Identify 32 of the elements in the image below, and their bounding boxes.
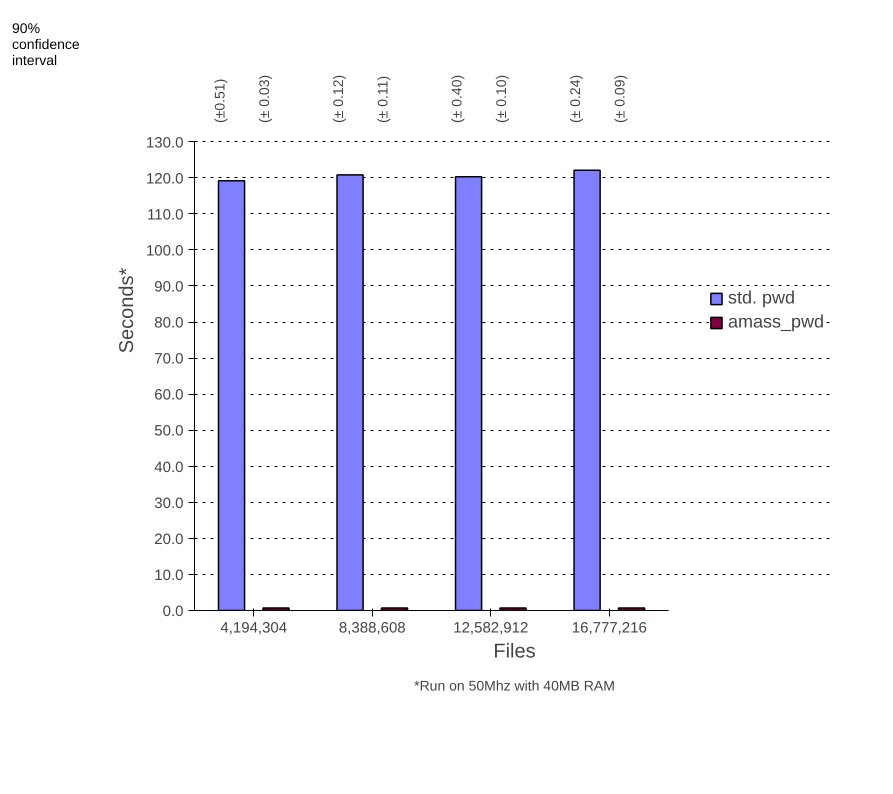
legend-label: std. pwd <box>728 288 795 308</box>
text: *Run on 50Mhz with 40MB RAM <box>414 678 615 694</box>
y-tick-label: 0.0 <box>162 603 184 620</box>
y-tick-label: 40.0 <box>154 458 184 476</box>
y-tick-label: 110.0 <box>147 206 184 224</box>
y-axis-title: Seconds* <box>116 267 138 354</box>
y-tick-label: 100.0 <box>146 242 184 260</box>
y-tick-label: 10.0 <box>154 566 184 584</box>
x-axis-title: Files <box>493 640 536 662</box>
text: (± 0.10) <box>493 74 510 123</box>
x-tick-label: 16,777,216 <box>572 620 647 636</box>
y-tick-label: 50.0 <box>154 422 184 440</box>
text: (± 0.03) <box>256 74 272 123</box>
y-tick-label: 80.0 <box>154 314 184 332</box>
x-tick-label: 8,388,608 <box>338 620 406 636</box>
y-tick-label: 90.0 <box>154 278 184 296</box>
y-tick-label: 60.0 <box>154 386 184 404</box>
x-tick-label: 4,194,304 <box>220 620 288 636</box>
text: (± 0.09) <box>612 74 628 123</box>
text: (± 0.12) <box>330 74 346 123</box>
text: 90% confidence interval <box>12 20 80 68</box>
x-tick-label: 12,582,912 <box>453 620 528 636</box>
y-tick-label: 20.0 <box>154 530 184 548</box>
text: (± 0.24) <box>567 74 584 123</box>
y-tick-label: 70.0 <box>154 350 184 368</box>
y-tick-label: 120.0 <box>146 170 184 188</box>
legend-label: amass_pwd <box>728 312 824 332</box>
y-tick-label: 30.0 <box>154 494 184 512</box>
text: (± 0.11) <box>374 76 391 123</box>
text: (± 0.40) <box>448 74 465 123</box>
text: (±0.51) <box>212 78 228 123</box>
y-tick-label: 130.0 <box>146 134 184 152</box>
